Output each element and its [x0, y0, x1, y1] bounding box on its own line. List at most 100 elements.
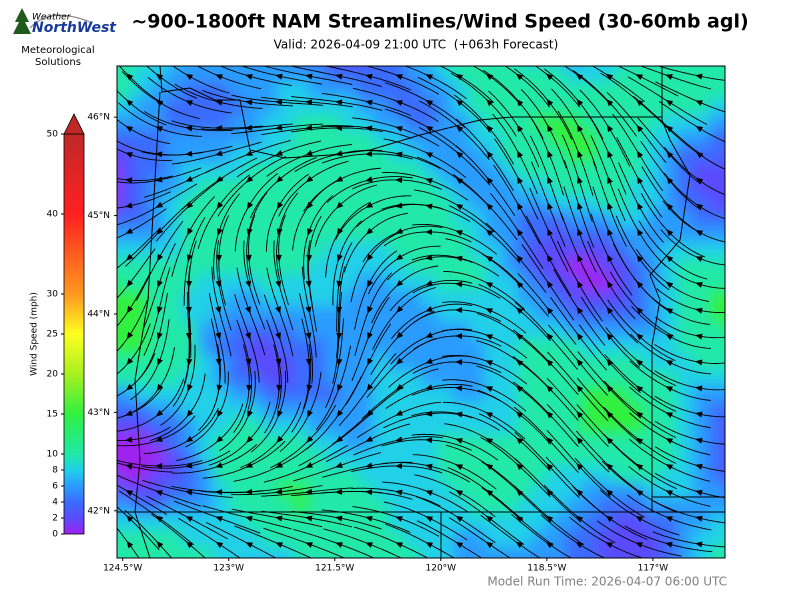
streamline-arrow	[695, 411, 703, 418]
streamline-arrow	[186, 358, 193, 366]
streamline-arrow	[517, 176, 524, 185]
field-cell	[357, 562, 374, 579]
streamline-arrow	[277, 410, 283, 418]
field-cell	[677, 114, 694, 131]
field-cell	[181, 466, 198, 483]
field-cell	[229, 66, 246, 83]
streamline-arrow	[547, 254, 554, 263]
streamline-arrow	[516, 124, 524, 133]
field-cell	[405, 546, 422, 558]
field-cell	[357, 242, 374, 259]
field-cell	[437, 498, 454, 515]
streamline-arrow	[485, 437, 494, 445]
field-cell	[229, 338, 246, 355]
streamline-arrow	[276, 384, 283, 392]
field-cell	[501, 66, 518, 67]
field-cell	[725, 466, 742, 483]
streamline-arrow	[455, 307, 463, 314]
field-cell	[517, 546, 534, 558]
field-cell	[437, 370, 454, 387]
field-cell	[725, 482, 742, 499]
field-cell	[613, 466, 630, 483]
streamline-arrow	[455, 333, 463, 340]
field-cell	[533, 466, 550, 483]
state-borders	[117, 66, 725, 558]
field-cell	[149, 66, 166, 67]
field-cell	[277, 402, 294, 419]
field-cells	[117, 66, 742, 579]
field-cell	[469, 290, 486, 307]
field-cell	[645, 178, 662, 195]
field-cell	[341, 82, 358, 99]
streamline-arrow	[365, 125, 373, 132]
streamline-arrow	[425, 516, 434, 523]
streamline-arrow	[276, 435, 284, 443]
field-cell	[405, 562, 422, 579]
field-cell	[469, 402, 486, 419]
field-cell	[213, 402, 230, 419]
field-cell	[581, 338, 598, 355]
field-cell	[725, 114, 742, 131]
field-cell	[213, 354, 230, 371]
field-cell	[245, 66, 262, 83]
field-cell	[117, 322, 118, 339]
field-cell	[373, 194, 390, 211]
colorbar-extend	[63, 113, 85, 135]
streamline-arrow	[367, 279, 374, 288]
streamline-arrow	[307, 409, 314, 418]
streamline-arrow	[125, 177, 133, 184]
field-cell	[661, 66, 678, 67]
field-cell	[709, 114, 725, 131]
streamline-arrow	[547, 176, 553, 184]
streamline-arrow	[665, 438, 674, 445]
field-cell	[133, 66, 150, 83]
field-cell	[645, 498, 662, 515]
field-cell	[341, 162, 358, 179]
field-cell	[469, 562, 486, 579]
field-cell	[277, 562, 294, 579]
colorbar-tick-label: 50	[47, 130, 59, 140]
field-cell	[309, 210, 326, 227]
field-cell	[149, 226, 166, 243]
field-cell	[165, 354, 182, 371]
border	[159, 66, 662, 159]
colorbar-tick-label: 4	[52, 498, 58, 508]
field-cell	[661, 450, 678, 467]
field-cell	[533, 354, 550, 371]
field-cell	[709, 546, 725, 558]
field-cell	[197, 130, 214, 147]
field-cell	[277, 130, 294, 147]
field-cell	[213, 258, 230, 275]
streamline-arrow	[245, 488, 253, 495]
y-tick-label: 43°N	[87, 408, 110, 418]
streamline-arrow	[516, 463, 524, 471]
field-cell	[341, 546, 358, 558]
field-cell	[421, 290, 438, 307]
field-cell	[661, 306, 678, 323]
field-cell	[677, 98, 694, 115]
field-cell	[677, 386, 694, 403]
streamline-arrow	[605, 73, 614, 81]
field-cell	[197, 530, 214, 547]
colorbar-tick-label: 20	[47, 370, 59, 380]
logo: Weather NorthWest Meteorological Solutio…	[13, 8, 117, 68]
streamline-arrow	[365, 99, 373, 106]
streamline-arrow	[515, 385, 524, 393]
streamline-arrow	[155, 463, 163, 470]
field-cell	[421, 546, 438, 558]
field-cell	[485, 546, 502, 558]
field-cell	[229, 130, 246, 147]
streamline-arrow	[425, 178, 433, 184]
field-cell	[309, 242, 326, 259]
streamline-arrow	[635, 385, 644, 393]
field-cell	[309, 162, 326, 179]
field-cell	[549, 98, 566, 115]
streamline-arrow	[425, 542, 434, 549]
field-cell	[549, 66, 566, 67]
field-cell	[421, 402, 438, 419]
field-cell	[613, 338, 630, 355]
streamline-arrow	[395, 410, 403, 416]
streamline-arrow	[395, 489, 403, 496]
streamline-arrow	[395, 177, 403, 184]
streamline-arrow	[606, 332, 614, 341]
